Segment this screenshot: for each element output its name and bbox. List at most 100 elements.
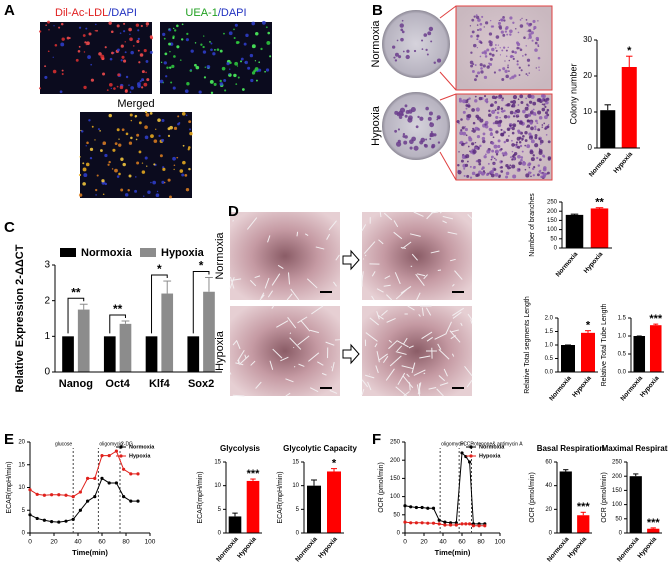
cell: [117, 73, 121, 77]
tube: [438, 349, 450, 360]
y-tick-label: 30: [583, 35, 592, 44]
cell: [462, 99, 466, 104]
cell: [424, 144, 428, 148]
cell: [503, 114, 508, 119]
cell: [519, 144, 523, 148]
cell: [163, 181, 166, 184]
cell: [503, 19, 506, 22]
cell: [145, 60, 149, 63]
cell: [400, 37, 404, 42]
cell: [497, 123, 502, 128]
cell: [86, 41, 90, 46]
cell: [488, 109, 491, 113]
y-tick-label: 5: [22, 508, 26, 514]
cell: [473, 15, 476, 18]
tube: [421, 331, 433, 340]
cell: [83, 51, 86, 53]
cell: [113, 87, 116, 90]
bar: [77, 309, 90, 372]
tube: [402, 375, 414, 389]
cell: [409, 146, 413, 150]
x-tick-label: 60: [458, 539, 466, 546]
cell: [106, 89, 109, 91]
cell: [155, 128, 157, 130]
cell: [528, 33, 532, 37]
cell: [521, 150, 524, 153]
cell: [194, 42, 197, 44]
cell: [476, 46, 478, 49]
tube: [419, 355, 431, 359]
x-tick-label: Sox2: [188, 378, 214, 390]
cell: [537, 20, 539, 22]
cell: [511, 143, 515, 147]
bar: [327, 471, 341, 533]
tube: [335, 254, 340, 261]
cell: [474, 78, 477, 82]
bar: [187, 336, 200, 372]
cell: [476, 24, 479, 26]
cell: [481, 15, 484, 18]
tube: [382, 355, 389, 364]
tube: [269, 360, 274, 370]
cell: [514, 109, 518, 113]
cell: [114, 168, 118, 173]
cell: [491, 53, 495, 57]
cell: [152, 180, 157, 185]
cell: [468, 137, 473, 142]
cell: [202, 45, 205, 49]
cell: [145, 71, 147, 74]
panel-label: F: [372, 431, 381, 448]
y-tick-label: 0.5: [545, 356, 554, 362]
cell: [48, 29, 50, 31]
cell: [428, 111, 433, 116]
y-tick-label: 2.0: [545, 316, 554, 322]
significance: *: [157, 262, 162, 276]
cell: [490, 170, 494, 174]
cell: [512, 21, 515, 24]
y-tick-label: 150: [547, 218, 558, 224]
cell: [471, 18, 475, 22]
tube: [326, 233, 331, 240]
cell: [524, 106, 529, 111]
cell: [532, 19, 536, 23]
tube: [418, 313, 421, 317]
cell: [529, 22, 533, 26]
cell: [530, 126, 534, 131]
cell: [516, 63, 519, 66]
cell: [508, 70, 510, 73]
cell: [85, 145, 87, 147]
cell: [125, 75, 129, 79]
cell: [210, 42, 213, 45]
cell: [531, 109, 534, 112]
cell: [169, 195, 172, 199]
cell: [511, 126, 515, 131]
tube: [297, 316, 308, 324]
image-label-part: /DAPI: [108, 7, 137, 19]
cell: [400, 113, 404, 117]
cell: [139, 53, 144, 57]
cell: [472, 121, 476, 125]
arrow: [342, 249, 360, 271]
cell: [528, 114, 531, 117]
y-tick-label: 0: [44, 367, 50, 378]
cell: [180, 38, 184, 41]
cell: [433, 61, 437, 64]
cell: [509, 77, 512, 80]
cell: [539, 139, 544, 144]
cell: [509, 124, 512, 127]
tube: [400, 247, 406, 249]
x-tick-label: 80: [122, 539, 130, 546]
tube: [454, 270, 463, 280]
cell: [495, 130, 499, 134]
cell: [480, 70, 484, 74]
point: [403, 520, 407, 524]
cell: [153, 163, 156, 166]
cell: [528, 72, 530, 74]
point: [107, 454, 111, 458]
cell: [458, 99, 463, 103]
cell: [513, 111, 517, 115]
cell: [511, 131, 515, 135]
point: [35, 516, 39, 521]
point: [443, 523, 447, 527]
cell: [494, 120, 499, 125]
